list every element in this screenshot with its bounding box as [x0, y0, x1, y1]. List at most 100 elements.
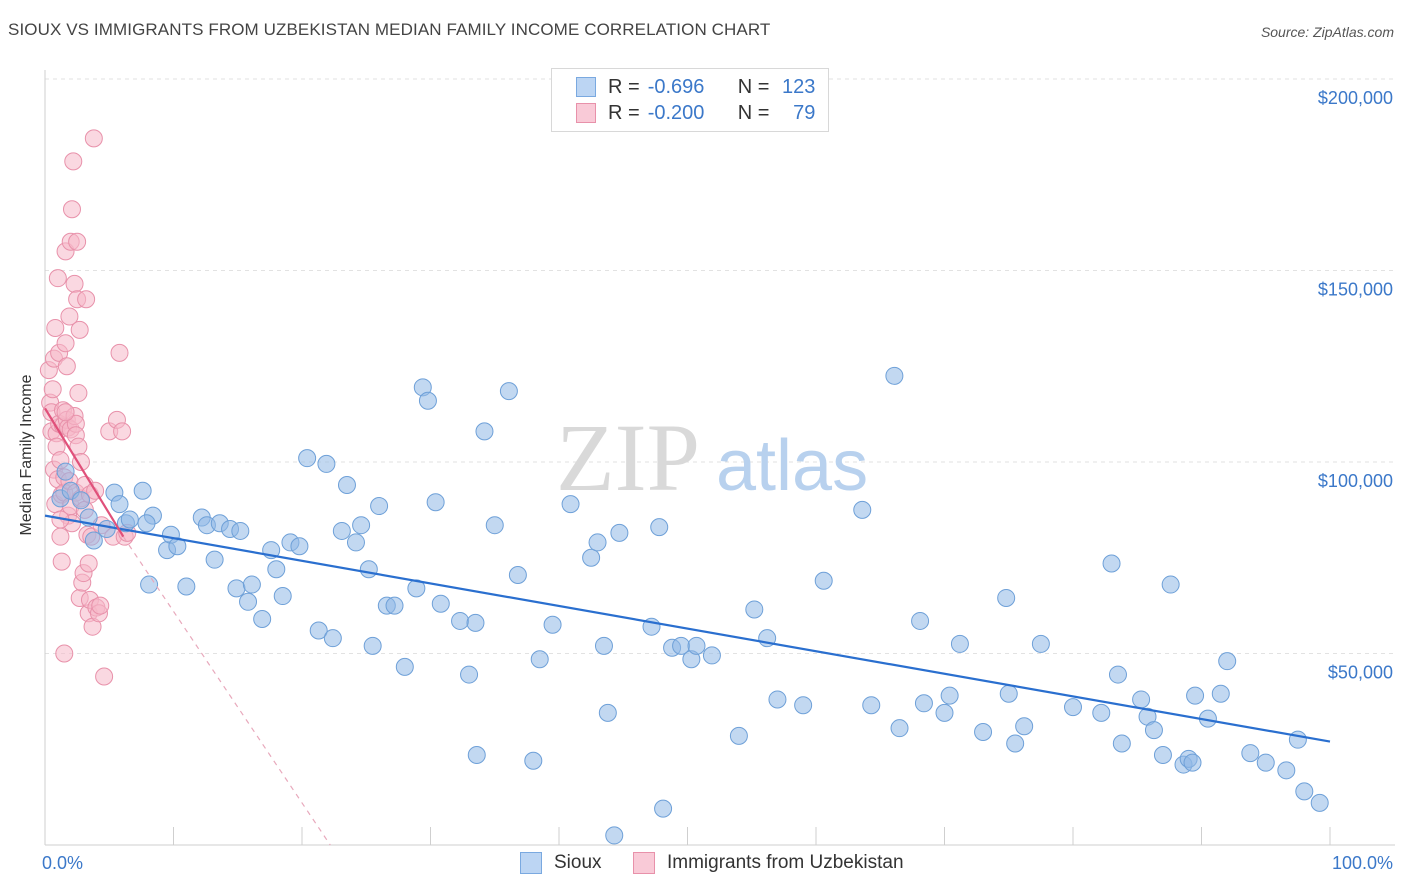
legend-row-uzbekistan: R = -0.200 N = 79: [576, 101, 815, 125]
sioux-point: [1132, 690, 1151, 709]
legend: R = -0.696 N = 123 R = -0.200 N = 79: [551, 68, 829, 132]
sioux-point: [56, 462, 75, 481]
sioux-point: [239, 592, 258, 611]
sioux-point: [467, 745, 486, 764]
uzbekistan-point: [65, 274, 84, 293]
sioux-point: [853, 500, 872, 519]
sioux-point: [253, 610, 272, 629]
uzbekistan-trend-line: [44, 407, 125, 538]
sioux-point: [466, 613, 485, 632]
sioux-point: [745, 600, 764, 619]
uzbekistan-point: [64, 152, 83, 171]
uzbekistan-point: [84, 129, 103, 148]
sioux-trend-line: [44, 514, 1331, 743]
sioux-point: [71, 491, 90, 510]
sioux-point: [654, 799, 673, 818]
sioux-point: [273, 587, 292, 606]
sioux-point: [1256, 753, 1275, 772]
sioux-point: [914, 694, 933, 713]
bottom-legend-uzbekistan: Immigrants from Uzbekistan: [633, 852, 904, 874]
sioux-point: [346, 533, 365, 552]
chart-source: Source: ZipAtlas.com: [1260, 24, 1394, 40]
sioux-point: [363, 636, 382, 655]
uzbekistan-point: [51, 527, 70, 546]
sioux-point: [242, 575, 261, 594]
sioux-point: [588, 533, 607, 552]
uzbekistan-point: [52, 552, 71, 571]
sioux-point: [598, 703, 617, 722]
sioux-point: [1241, 744, 1260, 763]
sioux-point: [385, 596, 404, 615]
y-tick-label: $150,000: [1318, 280, 1393, 300]
tick-labels: $200,000 $150,000 $100,000 $50,000 0.0% 100.0…: [42, 88, 1393, 873]
sioux-point: [594, 636, 613, 655]
uzbekistan-point: [55, 644, 74, 663]
uzbekistan-point: [43, 380, 62, 399]
sioux-point: [460, 665, 479, 684]
sioux-point: [1102, 554, 1121, 573]
bottom-legend-label-uzbekistan: Immigrants from Uzbekistan: [667, 852, 904, 873]
sioux-point: [84, 531, 103, 550]
sioux-point: [290, 537, 309, 556]
sioux-point: [605, 826, 624, 845]
sioux-point: [267, 560, 286, 579]
sioux-point: [911, 611, 930, 630]
uzbekistan-point: [56, 334, 75, 353]
sioux-point: [508, 565, 527, 584]
sioux-point: [582, 548, 601, 567]
sioux-point: [729, 726, 748, 745]
uzbekistan-point: [48, 269, 67, 288]
sioux-point: [1277, 761, 1296, 780]
sioux-point: [359, 560, 378, 579]
sioux-point: [231, 521, 250, 540]
sioux-point: [352, 516, 371, 535]
series-sioux-points: [51, 366, 1329, 845]
y-tick-label: $50,000: [1328, 663, 1393, 683]
sioux-point: [323, 629, 342, 648]
sioux-point: [1310, 793, 1329, 812]
sioux-point: [227, 579, 246, 598]
uzbekistan-point: [69, 384, 88, 403]
sioux-point: [1183, 753, 1202, 772]
sioux-point: [137, 514, 156, 533]
sioux-point: [530, 650, 549, 669]
gridlines: [45, 78, 1395, 654]
uzbekistan-point: [68, 232, 87, 251]
sioux-point: [332, 521, 351, 540]
sioux-point: [475, 422, 494, 441]
sioux-point: [1186, 686, 1205, 705]
sioux-point: [140, 575, 159, 594]
watermark-zip: ZIP: [556, 404, 700, 511]
uzbekistan-point: [71, 453, 90, 471]
sioux-point: [1144, 721, 1163, 740]
sioux-point: [1288, 730, 1307, 749]
sioux-point: [687, 636, 706, 655]
uzbekistan-point: [77, 290, 96, 309]
legend-n-value: 79: [793, 101, 816, 124]
sioux-point: [97, 520, 116, 539]
watermark: ZIP atlas: [556, 404, 868, 511]
y-tick-label: $100,000: [1318, 471, 1393, 491]
sioux-point: [1064, 698, 1082, 717]
sioux-point: [974, 723, 993, 742]
sioux-point: [1092, 703, 1111, 722]
sioux-point: [1031, 634, 1050, 653]
bottom-legend-label-sioux: Sioux: [554, 852, 602, 873]
sioux-point: [1211, 684, 1230, 703]
sioux-point: [168, 537, 187, 556]
sioux-point: [1006, 734, 1025, 753]
legend-row-sioux: R = -0.696 N = 123: [576, 75, 815, 99]
sioux-point: [768, 690, 787, 709]
sioux-point: [370, 497, 389, 516]
uzbekistan-trend-extension: [122, 536, 331, 846]
sioux-point: [1108, 665, 1127, 684]
sioux-point: [999, 684, 1018, 703]
sioux-point: [205, 550, 224, 569]
sioux-point: [451, 611, 470, 630]
sioux-point: [431, 594, 450, 613]
sioux-point: [1161, 575, 1180, 594]
sioux-point: [543, 615, 562, 634]
sioux-point: [940, 686, 959, 705]
bottom-legend-sioux: Sioux: [520, 852, 602, 874]
sioux-point: [610, 523, 629, 542]
